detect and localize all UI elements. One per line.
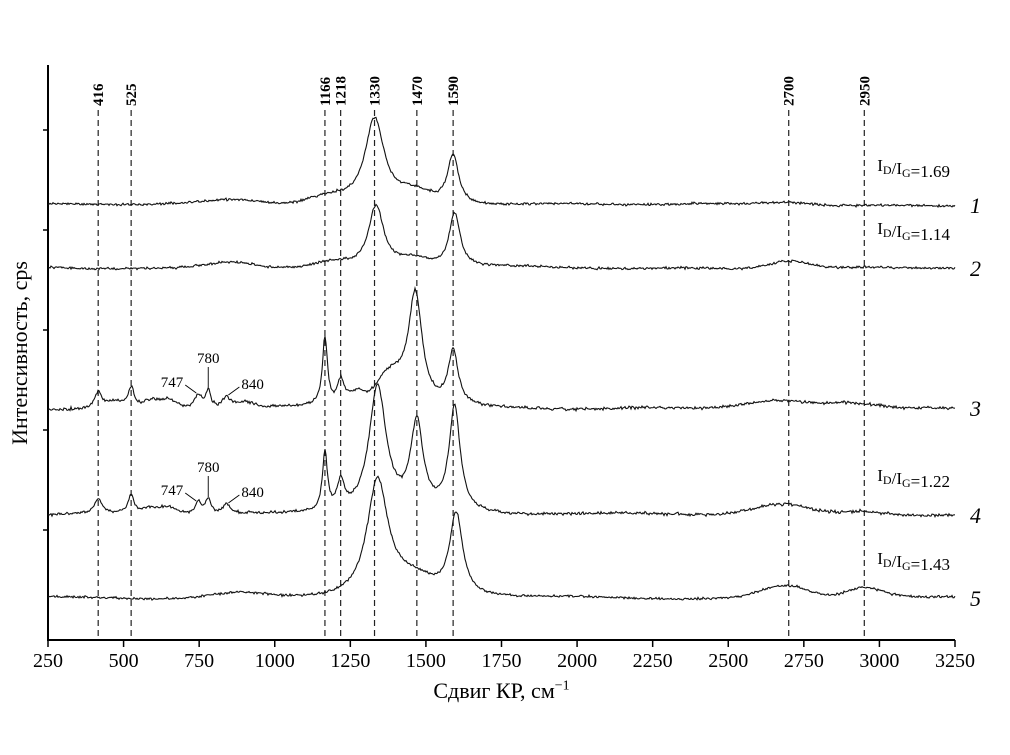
- id-ig-ratio-5: ID/IG=1.43: [877, 549, 950, 574]
- guide-label-1166: 1166: [318, 76, 334, 106]
- x-axis-title-text: Сдвиг КР, см: [433, 678, 555, 703]
- spectrum-curve-4: [47, 383, 956, 519]
- x-tick-label: 2000: [557, 650, 597, 672]
- curve-number-3: 3: [969, 396, 981, 421]
- guide-label-2700: 2700: [782, 76, 798, 106]
- guide-label-525: 525: [124, 84, 140, 107]
- x-tick-label: 500: [109, 650, 139, 672]
- x-tick-label: 1000: [255, 650, 295, 672]
- guide-label-1330: 1330: [368, 76, 384, 106]
- x-axis-title: Сдвиг КР, см−1: [48, 678, 955, 704]
- id-ig-ratio-4: ID/IG=1.22: [877, 466, 950, 491]
- x-tick-label: 1250: [330, 650, 370, 672]
- spectrum-curve-3: [47, 286, 956, 413]
- guide-label-1470: 1470: [410, 76, 426, 106]
- x-tick-label: 2500: [708, 650, 748, 672]
- y-axis-title: Интенсивность, cps: [7, 261, 32, 445]
- peak-pointer-840: [228, 386, 240, 396]
- curve-number-1: 1: [970, 193, 981, 218]
- spectrum-curve-2: [47, 203, 956, 271]
- peak-pointer-840: [228, 494, 240, 504]
- guide-label-1590: 1590: [446, 76, 462, 106]
- guide-label-1218: 1218: [334, 76, 350, 106]
- x-tick-label: 1750: [482, 650, 522, 672]
- peak-label-840: 840: [241, 485, 263, 501]
- peak-label-780: 780: [197, 460, 220, 476]
- x-tick-label: 1500: [406, 650, 446, 672]
- peak-pointer-747: [184, 492, 197, 502]
- x-axis-title-superscript: −1: [554, 678, 570, 694]
- x-tick-label: 750: [184, 650, 214, 672]
- x-tick-label: 250: [33, 650, 63, 672]
- peak-label-747: 747: [161, 483, 184, 499]
- peak-label-747: 747: [161, 375, 184, 391]
- guide-label-2950: 2950: [857, 76, 873, 106]
- curve-number-4: 4: [970, 503, 981, 528]
- id-ig-ratio-1: ID/IG=1.69: [877, 156, 950, 181]
- x-tick-label: 3000: [859, 650, 899, 672]
- x-tick-label: 2250: [633, 650, 673, 672]
- x-tick-label: 2750: [784, 650, 824, 672]
- curve-number-5: 5: [970, 586, 981, 611]
- spectrum-curve-1: [47, 116, 956, 208]
- peak-label-840: 840: [241, 377, 263, 393]
- spectrum-curve-5: [47, 475, 956, 601]
- guide-label-416: 416: [91, 83, 107, 106]
- peak-label-780: 780: [197, 351, 220, 367]
- peak-pointer-747: [184, 384, 197, 394]
- id-ig-ratio-2: ID/IG=1.14: [877, 219, 950, 244]
- curve-number-2: 2: [970, 256, 981, 281]
- x-tick-label: 3250: [935, 650, 975, 672]
